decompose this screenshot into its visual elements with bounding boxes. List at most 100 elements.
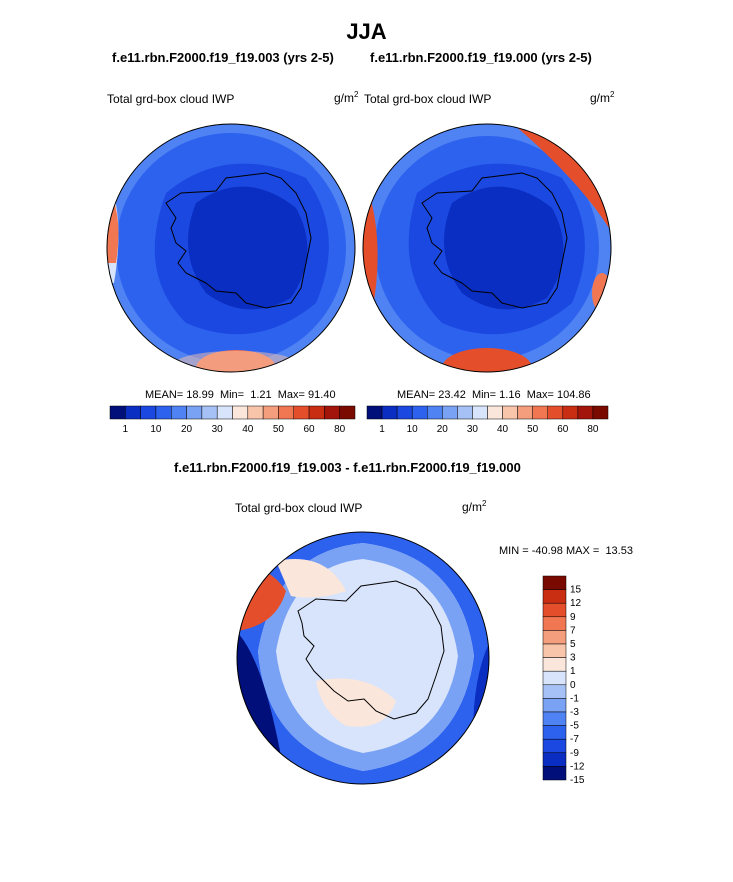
- colorbar-tick-label: 80: [587, 424, 599, 435]
- colorbar-tick-label: 60: [557, 424, 569, 435]
- panel1-field-label: Total grd-box cloud IWP: [107, 92, 235, 106]
- colorbar-swatch: [381, 405, 398, 420]
- colorbar-swatch: [155, 405, 172, 420]
- colorbar-tick-label: -15: [570, 775, 585, 786]
- colorbar-tick-label: -7: [570, 734, 579, 745]
- colorbar-swatch: [577, 405, 594, 420]
- panel3-stats: MIN = -40.98 MAX = 13.53: [499, 545, 633, 557]
- panel2-subtitle: f.e11.rbn.F2000.f19_f19.000 (yrs 2-5): [370, 50, 592, 65]
- colorbar-tick-label: 15: [570, 585, 582, 596]
- panel3-subtitle: f.e11.rbn.F2000.f19_f19.003 - f.e11.rbn.…: [174, 460, 521, 475]
- colorbar-swatch: [542, 766, 567, 781]
- colorbar-swatch: [542, 575, 567, 590]
- colorbar-tick-label: 20: [181, 424, 193, 435]
- colorbar-tick-label: -5: [570, 721, 579, 732]
- colorbar-tick-label: 1: [570, 666, 576, 677]
- panel2-coast: [421, 172, 568, 309]
- panel2-field-label: Total grd-box cloud IWP: [364, 92, 492, 106]
- colorbar-tick-label: 50: [527, 424, 539, 435]
- figure-title: JJA: [346, 19, 387, 44]
- colorbar-tick-label: 60: [304, 424, 316, 435]
- panel1-west-red: [107, 183, 119, 263]
- panel3-map: [236, 531, 490, 785]
- colorbar-swatch: [186, 405, 203, 420]
- colorbar-swatch: [339, 405, 356, 420]
- colorbar-tick-label: 12: [570, 598, 582, 609]
- colorbar-swatch: [278, 405, 294, 420]
- colorbar-tick-label: 1: [379, 424, 385, 435]
- panel2-stats: MEAN= 23.42 Min= 1.16 Max= 104.86: [397, 389, 591, 401]
- colorbar-tick-label: 5: [570, 639, 576, 650]
- panel3-colorbar: 15 12 9 7 5 3 1 0 -1 -3 -5 -7 -9 -12 -15: [542, 575, 585, 786]
- colorbar-swatch: [411, 405, 428, 420]
- colorbar-swatch: [442, 405, 458, 420]
- colorbar-tick-label: 40: [497, 424, 509, 435]
- colorbar-tick-label: -12: [570, 761, 585, 772]
- colorbar-tick-label: 20: [437, 424, 449, 435]
- colorbar-tick-label: 0: [570, 680, 576, 691]
- colorbar-tick-label: 30: [467, 424, 479, 435]
- colorbar-swatch: [324, 405, 340, 420]
- panel3-south-pink: [316, 678, 396, 727]
- colorbar-tick-label: -1: [570, 693, 579, 704]
- colorbar-swatch: [562, 405, 579, 420]
- panel3-units: g/m2: [462, 499, 487, 514]
- colorbar-swatch: [542, 684, 567, 699]
- colorbar-swatch: [262, 405, 279, 420]
- colorbar-tick-label: -3: [570, 707, 579, 718]
- colorbar-swatch: [542, 670, 567, 686]
- colorbar-swatch: [547, 405, 564, 420]
- panel3-coast: [297, 580, 445, 720]
- panel1-interior: [188, 186, 308, 310]
- panel1-units: g/m2: [334, 90, 359, 105]
- colorbar-tick-label: 30: [212, 424, 224, 435]
- colorbar-swatch: [201, 405, 218, 420]
- colorbar-tick-label: 80: [334, 424, 346, 435]
- colorbar-swatch: [308, 405, 325, 420]
- colorbar-swatch: [542, 602, 567, 618]
- colorbar-swatch: [517, 405, 533, 420]
- colorbar-swatch: [140, 405, 157, 420]
- panel2-map: [362, 123, 612, 373]
- panel1-stats: MEAN= 18.99 Min= 1.21 Max= 91.40: [145, 389, 336, 401]
- panel1-colorbar: 1 10 20 30 40 50 60 80: [109, 405, 356, 435]
- colorbar-swatch: [293, 405, 310, 420]
- panel3-field-label: Total grd-box cloud IWP: [235, 501, 363, 515]
- panel1-coast: [165, 172, 312, 309]
- colorbar-swatch: [542, 752, 567, 767]
- colorbar-swatch: [542, 725, 567, 740]
- colorbar-swatch: [125, 405, 141, 420]
- colorbar-swatch: [427, 405, 443, 420]
- colorbar-swatch: [542, 589, 567, 604]
- colorbar-swatch: [532, 405, 548, 420]
- panel2-units: g/m2: [590, 90, 615, 105]
- colorbar-swatch: [457, 405, 473, 420]
- colorbar-swatch: [109, 405, 126, 420]
- colorbar-swatch: [542, 698, 567, 713]
- colorbar-swatch: [542, 738, 567, 754]
- colorbar-swatch: [472, 405, 488, 420]
- colorbar-swatch: [542, 616, 567, 631]
- colorbar-swatch: [487, 405, 503, 420]
- panel2-south-red: [442, 348, 532, 372]
- colorbar-tick-label: 1: [123, 424, 129, 435]
- colorbar-tick-label: 3: [570, 653, 576, 664]
- panel1-map: [106, 123, 356, 373]
- colorbar-swatch: [171, 405, 187, 420]
- panel2-east-red: [592, 273, 611, 313]
- colorbar-swatch: [247, 405, 264, 420]
- colorbar-swatch: [366, 405, 383, 420]
- colorbar-tick-label: -9: [570, 748, 579, 759]
- colorbar-swatch: [542, 643, 567, 658]
- panel2-interior: [444, 186, 564, 310]
- colorbar-tick-label: 10: [407, 424, 419, 435]
- colorbar-swatch: [396, 405, 413, 420]
- colorbar-swatch: [502, 405, 518, 420]
- colorbar-tick-label: 7: [570, 625, 576, 636]
- colorbar-tick-label: 40: [242, 424, 254, 435]
- colorbar-swatch: [592, 405, 609, 420]
- colorbar-tick-label: 10: [150, 424, 162, 435]
- colorbar-swatch: [542, 657, 567, 672]
- colorbar-tick-label: 9: [570, 612, 576, 623]
- colorbar-swatch: [216, 405, 233, 420]
